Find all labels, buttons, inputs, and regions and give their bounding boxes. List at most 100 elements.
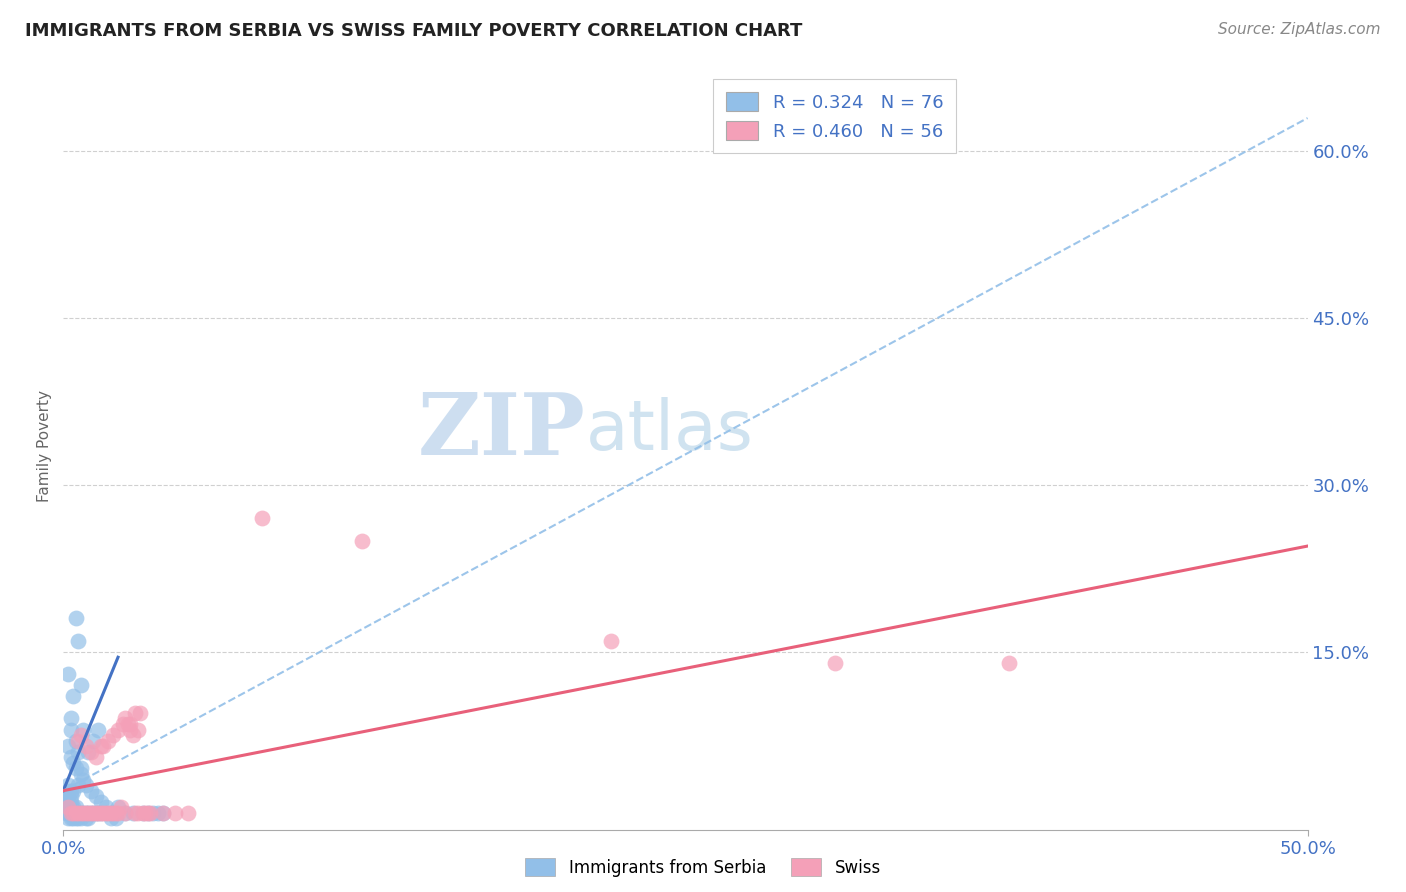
Point — [82, 805, 104, 820]
Point — [75, 778, 97, 792]
Point — [62, 812, 84, 826]
Point — [350, 533, 373, 548]
Point — [59, 795, 82, 809]
Point — [65, 812, 87, 826]
Point — [82, 805, 104, 820]
Point — [111, 717, 134, 731]
Point — [100, 805, 122, 820]
Point — [114, 805, 136, 820]
Point — [146, 805, 169, 820]
Point — [69, 812, 91, 826]
Point — [69, 678, 91, 692]
Point — [65, 611, 87, 625]
Point — [104, 805, 127, 820]
Point — [62, 800, 84, 814]
Point — [58, 783, 80, 797]
Point — [62, 689, 84, 703]
Point — [58, 805, 80, 820]
Point — [84, 789, 107, 804]
Point — [77, 805, 100, 820]
Point — [67, 805, 90, 820]
Point — [90, 795, 112, 809]
Point — [77, 812, 100, 826]
Point — [124, 706, 146, 720]
Point — [117, 717, 139, 731]
Point — [65, 761, 87, 775]
Point — [77, 805, 100, 820]
Point — [79, 783, 101, 797]
Point — [67, 733, 90, 747]
Point — [69, 767, 91, 781]
Point — [77, 745, 100, 759]
Point — [72, 805, 94, 820]
Point — [72, 723, 94, 737]
Point — [58, 667, 80, 681]
Point — [58, 800, 80, 814]
Point — [58, 800, 80, 814]
Point — [65, 800, 87, 814]
Point — [136, 805, 159, 820]
Point — [97, 805, 120, 820]
Point — [824, 656, 846, 670]
Point — [100, 812, 122, 826]
Text: ZIP: ZIP — [418, 389, 586, 473]
Point — [65, 733, 87, 747]
Point — [79, 805, 101, 820]
Point — [132, 805, 155, 820]
Point — [94, 805, 117, 820]
Point — [120, 723, 142, 737]
Point — [59, 812, 82, 826]
Point — [252, 511, 274, 525]
Point — [87, 805, 110, 820]
Point — [72, 805, 94, 820]
Point — [55, 795, 77, 809]
Point — [101, 805, 124, 820]
Point — [122, 805, 145, 820]
Point — [94, 800, 117, 814]
Text: atlas: atlas — [586, 397, 754, 464]
Point — [62, 783, 84, 797]
Point — [69, 728, 91, 742]
Point — [69, 805, 91, 820]
Point — [134, 805, 156, 820]
Legend: Immigrants from Serbia, Swiss: Immigrants from Serbia, Swiss — [526, 858, 880, 877]
Point — [72, 772, 94, 787]
Point — [79, 805, 101, 820]
Point — [75, 812, 97, 826]
Point — [110, 800, 132, 814]
Point — [90, 805, 112, 820]
Point — [599, 633, 621, 648]
Point — [69, 761, 91, 775]
Text: IMMIGRANTS FROM SERBIA VS SWISS FAMILY POVERTY CORRELATION CHART: IMMIGRANTS FROM SERBIA VS SWISS FAMILY P… — [25, 22, 803, 40]
Point — [107, 800, 129, 814]
Point — [59, 805, 82, 820]
Point — [67, 745, 90, 759]
Point — [94, 805, 117, 820]
Point — [87, 723, 110, 737]
Point — [62, 756, 84, 770]
Point — [65, 805, 87, 820]
Point — [91, 805, 114, 820]
Legend: R = 0.324   N = 76, R = 0.460   N = 56: R = 0.324 N = 76, R = 0.460 N = 56 — [713, 79, 956, 153]
Point — [75, 805, 97, 820]
Point — [114, 711, 136, 725]
Point — [79, 745, 101, 759]
Point — [59, 750, 82, 764]
Point — [67, 812, 90, 826]
Point — [84, 805, 107, 820]
Point — [58, 789, 80, 804]
Point — [59, 783, 82, 797]
Point — [152, 805, 174, 820]
Point — [59, 789, 82, 804]
Point — [65, 805, 87, 820]
Point — [91, 739, 114, 754]
Point — [998, 656, 1021, 670]
Point — [55, 789, 77, 804]
Point — [59, 723, 82, 737]
Point — [69, 805, 91, 820]
Point — [87, 805, 110, 820]
Point — [59, 800, 82, 814]
Point — [139, 805, 162, 820]
Point — [122, 728, 145, 742]
Point — [58, 739, 80, 754]
